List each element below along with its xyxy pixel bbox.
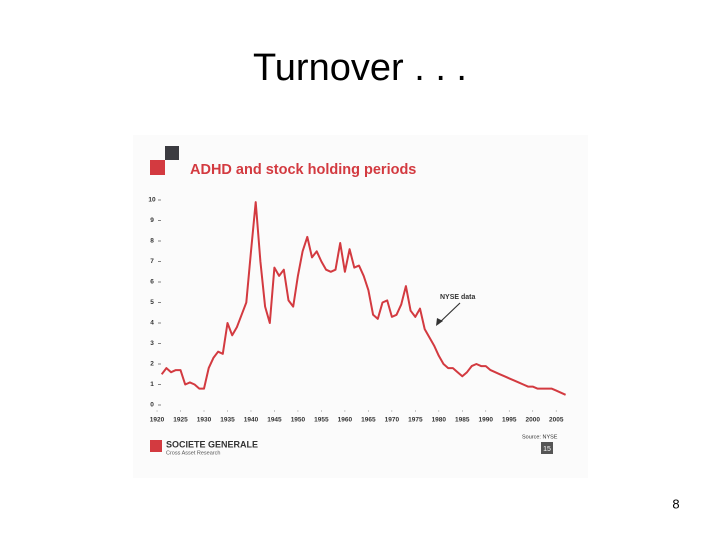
- y-tick-label: 6: [150, 279, 154, 286]
- x-tick-label: 1935: [220, 417, 235, 424]
- y-tick-label: 10: [148, 197, 156, 204]
- logo-mark: [150, 440, 162, 452]
- page-number: 15: [543, 446, 551, 453]
- x-tick-label: 1960: [338, 417, 353, 424]
- chart-title: ADHD and stock holding periods: [190, 162, 416, 178]
- source: Source: NYSE: [522, 434, 558, 440]
- logo-square-dark: [165, 146, 179, 160]
- x-tick-label: 1975: [408, 417, 423, 424]
- x-tick-label: 1985: [455, 417, 470, 424]
- x-tick-label: 1970: [385, 417, 400, 424]
- y-tick-label: 1: [150, 381, 154, 388]
- y-tick-label: 7: [150, 258, 154, 265]
- x-tick-label: 1925: [173, 417, 188, 424]
- y-tick-label: 4: [150, 320, 154, 327]
- y-tick-label: 5: [150, 299, 154, 306]
- x-tick-label: 2005: [549, 417, 564, 424]
- x-tick-label: 1930: [197, 417, 212, 424]
- x-tick-label: 1955: [314, 417, 329, 424]
- slide-title: Turnover . . .: [253, 47, 467, 89]
- x-tick-label: 2000: [526, 417, 541, 424]
- x-tick-label: 1950: [291, 417, 306, 424]
- slide-number: 8: [672, 496, 679, 511]
- logo-text: SOCIETE GENERALE: [166, 439, 258, 449]
- page-box: [541, 442, 553, 454]
- x-tick-label: 1965: [361, 417, 376, 424]
- x-tick-label: 1980: [432, 417, 447, 424]
- x-tick-label: 1945: [267, 417, 282, 424]
- x-tick-label: 1990: [479, 417, 494, 424]
- annotation: NYSE data: [440, 294, 476, 301]
- x-tick-label: 1940: [244, 417, 259, 424]
- data-line: [160, 201, 567, 396]
- chart-panel: [133, 135, 588, 478]
- y-tick-label: 8: [150, 238, 154, 245]
- y-tick-label: 0: [150, 402, 154, 409]
- x-tick-label: 1995: [502, 417, 517, 424]
- logo-square-red: [150, 160, 165, 175]
- y-tick-label: 9: [150, 217, 154, 224]
- logo-subtitle: Cross Asset Research: [166, 450, 220, 456]
- y-tick-label: 2: [150, 361, 154, 368]
- y-tick-label: 3: [150, 340, 154, 347]
- arrow-head: [436, 318, 443, 326]
- x-tick-label: 1920: [150, 417, 165, 424]
